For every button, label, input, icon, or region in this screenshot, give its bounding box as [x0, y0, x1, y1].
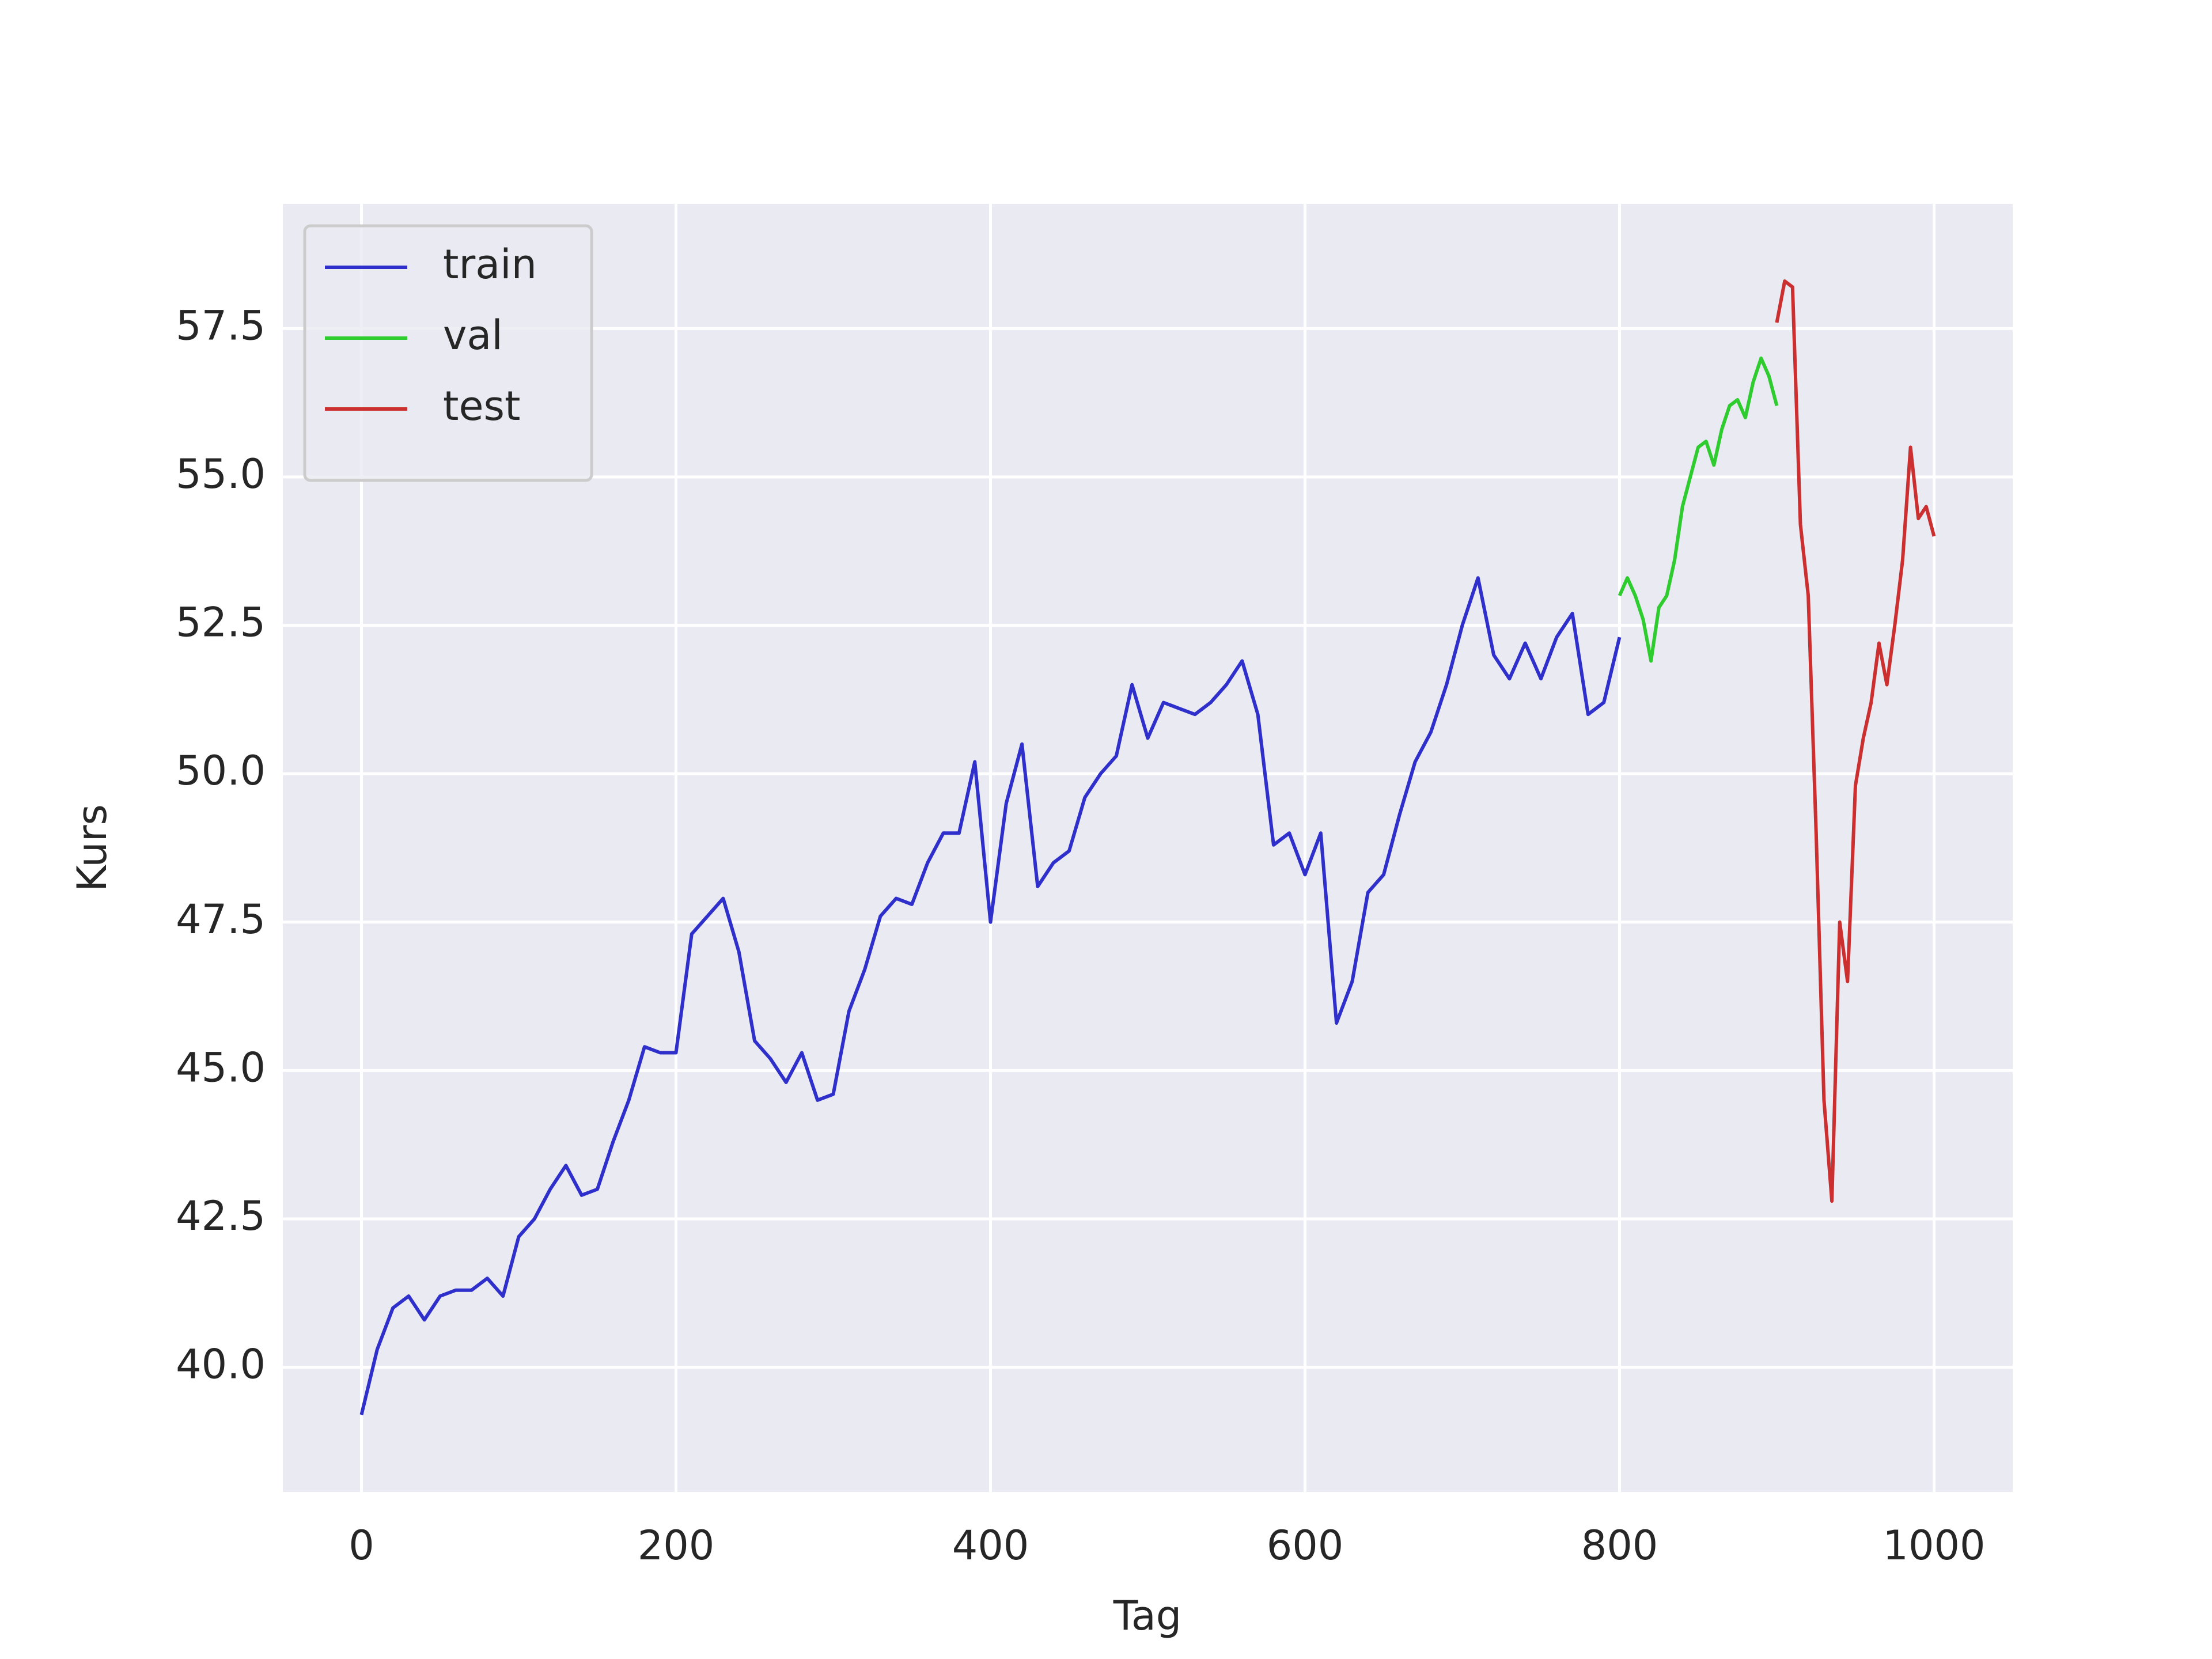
x-tick-label: 1000: [1883, 1522, 1985, 1569]
x-tick-label: 200: [638, 1522, 715, 1569]
x-tick-label: 600: [1267, 1522, 1344, 1569]
y-tick-label: 55.0: [176, 450, 266, 498]
y-tick-label: 42.5: [176, 1192, 266, 1240]
legend-label: train: [443, 241, 537, 288]
line: [359, 576, 1622, 1415]
line: [1618, 356, 1779, 663]
x-tick-label: 800: [1581, 1522, 1658, 1569]
y-tick-label: 52.5: [176, 599, 266, 646]
x-tick-label: 400: [952, 1522, 1029, 1569]
y-tick-label: 40.0: [176, 1341, 266, 1388]
x-axis-label: Tag: [1113, 1592, 1182, 1639]
y-axis-label: Kurs: [69, 804, 116, 892]
legend-label: val: [443, 312, 503, 359]
legend-label: test: [443, 382, 520, 430]
legend-box: [303, 224, 593, 482]
y-tick-label: 47.5: [176, 896, 266, 943]
line: [1775, 279, 1936, 1203]
y-tick-label: 45.0: [176, 1044, 266, 1091]
x-tick-label: 0: [349, 1522, 374, 1569]
y-tick-label: 50.0: [176, 747, 266, 794]
y-tick-label: 57.5: [176, 302, 266, 349]
